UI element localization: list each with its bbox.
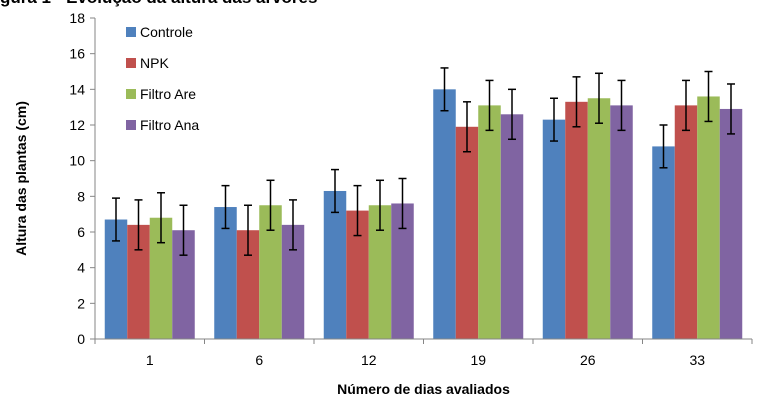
bar [214, 207, 237, 339]
bar [500, 114, 524, 339]
legend-swatch [126, 58, 136, 68]
y-tick-label: 4 [77, 260, 85, 276]
legend-swatch [126, 89, 136, 99]
x-tick-label: 12 [361, 352, 377, 368]
bar [368, 205, 392, 339]
legend-label: Controle [140, 24, 193, 40]
legend-swatch [126, 27, 136, 37]
y-axis-label: Altura das plantas (cm) [13, 101, 29, 256]
bar [455, 126, 479, 340]
bar [172, 230, 195, 339]
bar [149, 217, 173, 339]
y-tick-label: 8 [77, 188, 85, 204]
x-axis-label: Número de dias avaliados [337, 381, 510, 396]
error-bars [112, 67, 735, 256]
bar [323, 190, 347, 339]
bar [697, 96, 720, 339]
bar [719, 108, 743, 339]
bar [433, 89, 456, 339]
legend-swatch [126, 120, 136, 130]
bar [104, 219, 128, 339]
bar [565, 101, 588, 339]
legend: Controle NPK Filtro Are Filtro Ana [126, 24, 199, 133]
bar [478, 105, 501, 339]
bar [127, 224, 150, 339]
bar [674, 105, 698, 339]
y-tick-label: 16 [69, 46, 85, 62]
bar [587, 98, 611, 339]
bars [104, 89, 743, 340]
x-axis-ticks: 1 6 12 19 26 33 [94, 339, 753, 368]
bar [346, 210, 369, 339]
y-tick-label: 12 [69, 117, 85, 133]
y-tick-label: 10 [69, 153, 85, 169]
x-tick-label: 26 [580, 352, 596, 368]
bar [391, 203, 414, 339]
y-axis-ticks: 0 2 4 6 8 10 12 14 16 18 [69, 10, 95, 347]
x-tick-label: 1 [146, 352, 154, 368]
bar [652, 146, 675, 339]
y-tick-label: 0 [77, 331, 85, 347]
bar [281, 224, 305, 339]
legend-label: Filtro Ana [140, 117, 199, 133]
x-tick-label: 33 [689, 352, 705, 368]
y-tick-label: 6 [77, 224, 85, 240]
y-tick-label: 2 [77, 295, 85, 311]
bar [236, 230, 260, 339]
bar [259, 205, 282, 339]
legend-label: NPK [140, 55, 169, 71]
y-tick-label: 18 [69, 10, 85, 26]
chart-title: gura 1 - Evolução da altura das árvores [0, 0, 317, 8]
y-tick-label: 14 [69, 81, 85, 97]
x-tick-label: 6 [255, 352, 263, 368]
bar [610, 105, 633, 339]
legend-label: Filtro Are [140, 86, 196, 102]
bar [542, 119, 566, 340]
x-tick-label: 19 [470, 352, 486, 368]
